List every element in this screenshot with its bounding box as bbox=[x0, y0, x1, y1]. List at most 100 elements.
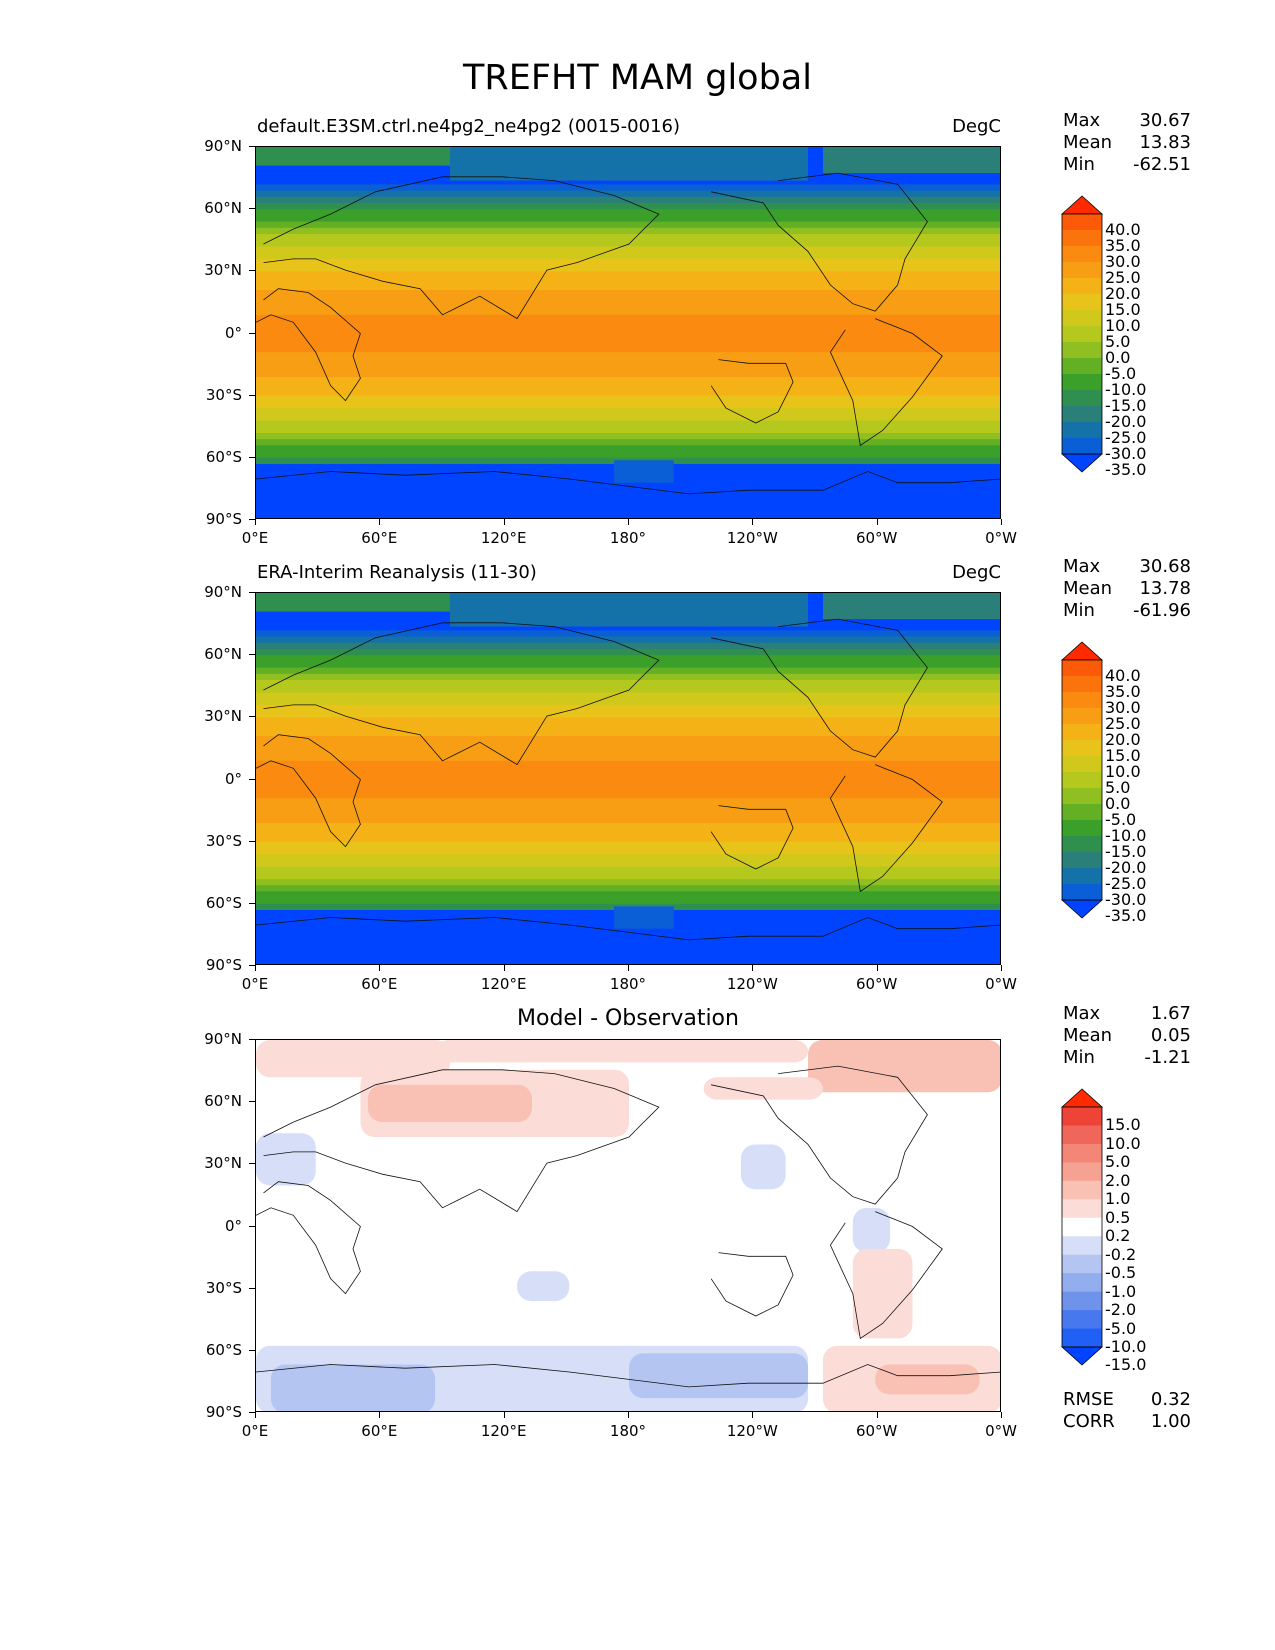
coastline bbox=[263, 622, 660, 766]
field-band bbox=[256, 370, 1000, 378]
colorbar-tick-label: -35.0 bbox=[1105, 906, 1147, 925]
field-band bbox=[256, 692, 1000, 700]
map-panel-2: ERA-Interim Reanalysis (11-30) DegC 90°N 60… bbox=[0, 552, 1275, 993]
colorbar-swatch bbox=[1062, 438, 1102, 455]
polar-region bbox=[614, 906, 674, 929]
latitude-tick bbox=[249, 965, 255, 966]
longitude-tick bbox=[379, 965, 381, 971]
colorbar-tick-label: 10.0 bbox=[1105, 762, 1141, 781]
metric-label: CORR bbox=[1063, 1411, 1115, 1432]
latitude-label: 60°N bbox=[204, 645, 242, 664]
longitude-tick bbox=[1001, 519, 1002, 525]
map-field bbox=[256, 593, 1000, 964]
colorbar-swatch bbox=[1062, 868, 1102, 885]
field-band bbox=[256, 277, 1000, 285]
stat-label: Min bbox=[1063, 600, 1095, 621]
longitude-label: 120°W bbox=[726, 975, 778, 993]
longitude-tick bbox=[752, 965, 754, 971]
field-statistics: Max 1.67 Mean 0.05 Min -1.21 bbox=[1063, 1003, 1191, 1069]
latitude-tick bbox=[249, 332, 255, 334]
stat-value: 30.67 bbox=[1139, 110, 1191, 131]
colorbar-tick-label: -2.0 bbox=[1105, 1300, 1137, 1320]
colorbar-outline bbox=[1061, 1106, 1103, 1348]
polar-region bbox=[256, 147, 450, 166]
latitude-tick bbox=[249, 1163, 255, 1165]
anomaly-region bbox=[256, 1040, 450, 1078]
polar-region bbox=[449, 593, 809, 627]
field-band bbox=[256, 271, 1000, 279]
stat-label: Mean bbox=[1063, 1025, 1113, 1046]
field-band bbox=[256, 885, 1000, 892]
stat-row: Mean 13.83 bbox=[1063, 132, 1191, 154]
latitude-tick bbox=[249, 270, 255, 272]
field-band bbox=[256, 866, 1000, 874]
colorbar: 40.0 35.0 30.0 25.0 20.0 15.0 10.0 5.0 0.0 -5.0 -1… bbox=[1060, 630, 1180, 930]
latitude-label: 90°N bbox=[204, 137, 242, 155]
field-band bbox=[256, 202, 1000, 210]
field-band bbox=[256, 729, 1000, 737]
colorbar-swatch bbox=[1062, 676, 1102, 693]
longitude-tick bbox=[379, 519, 381, 525]
colorbar-min-extend bbox=[1060, 899, 1104, 919]
colorbar-swatch bbox=[1062, 1291, 1102, 1311]
coastline bbox=[256, 1364, 1000, 1388]
colorbar-swatch bbox=[1062, 278, 1102, 295]
longitude-tick bbox=[876, 1412, 878, 1418]
field-band bbox=[256, 321, 1000, 328]
field-band bbox=[256, 680, 1000, 687]
stat-row: Max 30.68 bbox=[1063, 556, 1191, 578]
polar-region bbox=[256, 482, 1000, 518]
field-band bbox=[256, 810, 1000, 818]
map-panel-3: Model - Observation 90°N 60°N 30°N 0° 30°S 60°… bbox=[0, 999, 1275, 1440]
panel-title-left: ERA-Interim Reanalysis (11-30) bbox=[257, 562, 537, 583]
colorbar-tick-label: 1.0 bbox=[1105, 1189, 1131, 1209]
colorbar-swatch bbox=[1062, 836, 1102, 853]
colorbar-swatch bbox=[1062, 422, 1102, 439]
field-statistics: Max 30.68 Mean 13.78 Min -61.96 bbox=[1063, 556, 1191, 622]
field-band bbox=[256, 742, 1000, 750]
longitude-tick bbox=[876, 519, 878, 525]
latitude-label: 0° bbox=[224, 323, 242, 342]
coastline bbox=[710, 1252, 794, 1317]
colorbar-swatch bbox=[1062, 1254, 1102, 1274]
stat-label: Mean bbox=[1063, 578, 1113, 599]
colorbar-tick-label: -5.0 bbox=[1105, 1318, 1137, 1338]
coastline bbox=[263, 176, 660, 320]
latitude-label: 90°N bbox=[204, 583, 242, 601]
colorbar-swatch bbox=[1062, 1236, 1102, 1256]
latitude-tick bbox=[249, 1225, 255, 1227]
colorbar-tick-label: 35.0 bbox=[1105, 236, 1141, 255]
polar-region bbox=[614, 460, 674, 483]
field-band bbox=[256, 408, 1000, 415]
colorbar-swatch bbox=[1062, 1273, 1102, 1293]
latitude-tick bbox=[249, 208, 255, 210]
metric-value: 0.32 bbox=[1150, 1389, 1191, 1410]
colorbar-tick-label: -20.0 bbox=[1105, 858, 1147, 877]
polar-region bbox=[256, 928, 1000, 964]
longitude-label: 60°W bbox=[855, 529, 898, 547]
field-band bbox=[256, 860, 1000, 868]
field-band bbox=[256, 432, 1000, 440]
latitude-tick bbox=[249, 592, 255, 593]
field-band bbox=[256, 854, 1000, 861]
field-band bbox=[256, 184, 1000, 192]
stat-value: 13.83 bbox=[1139, 132, 1191, 153]
colorbar: 40.0 35.0 30.0 25.0 20.0 15.0 10.0 5.0 0.0 -5.0 -1… bbox=[1060, 184, 1180, 484]
stat-row: Min -61.96 bbox=[1063, 600, 1191, 622]
anomaly-region bbox=[517, 1271, 570, 1302]
field-band bbox=[256, 302, 1000, 310]
field-band bbox=[256, 704, 1000, 712]
colorbar-tick-label: -1.0 bbox=[1105, 1281, 1137, 1301]
field-band bbox=[256, 636, 1000, 644]
longitude-label: 120°W bbox=[726, 1422, 778, 1440]
field-band bbox=[256, 383, 1000, 391]
field-band bbox=[256, 190, 1000, 198]
colorbar-min-extend bbox=[1060, 453, 1104, 473]
field-band bbox=[256, 835, 1000, 843]
longitude-tick bbox=[255, 519, 256, 525]
longitude-label: 0°E bbox=[241, 1422, 269, 1440]
field-band bbox=[256, 798, 1000, 805]
colorbar-swatch bbox=[1062, 342, 1102, 359]
colorbar-tick-label: 35.0 bbox=[1105, 682, 1141, 701]
colorbar-swatch bbox=[1062, 246, 1102, 263]
